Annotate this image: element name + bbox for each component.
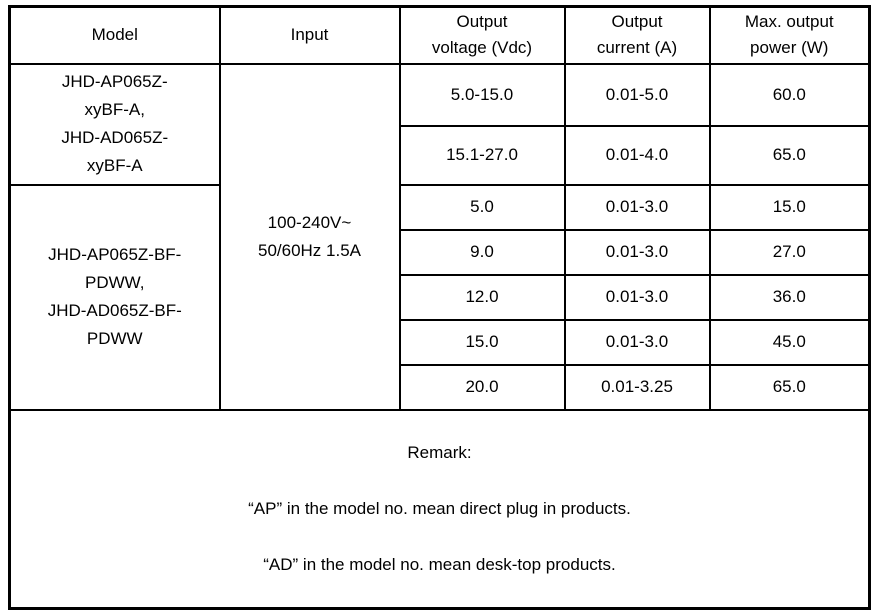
output-voltage-cell: 12.0 xyxy=(398,273,566,321)
input-cell: 100-240V~ 50/60Hz 1.5A xyxy=(218,62,401,411)
remark-line-ap: “AP” in the model no. mean direct plug i… xyxy=(248,498,631,518)
output-voltage-cell: 20.0 xyxy=(398,363,566,411)
model-group-2-cell: JHD-AP065Z-BF- PDWW, JHD-AD065Z-BF- PDWW xyxy=(8,183,221,411)
table-row: JHD-AP065Z- xyBF-A, JHD-AD065Z- xyBF-A 1… xyxy=(8,62,871,411)
remark-label: Remark: xyxy=(407,442,472,462)
col-header-model: Model xyxy=(8,5,221,65)
output-voltage-cell: 9.0 xyxy=(398,228,566,276)
output-current-cell: 0.01-3.0 xyxy=(563,273,711,321)
output-current-cell: 0.01-3.0 xyxy=(563,228,711,276)
output-voltage-cell: 15.1-27.0 xyxy=(398,124,566,186)
output-current-cell: 0.01-3.0 xyxy=(563,183,711,231)
output-voltage-cell: 15.0 xyxy=(398,318,566,366)
max-output-power-cell: 65.0 xyxy=(708,363,871,411)
table-header-row: Model Input Output voltage (Vdc) Output … xyxy=(8,5,871,65)
table-row: 15.1-27.0 0.01-4.0 65.0 xyxy=(10,124,871,186)
max-output-power-cell: 15.0 xyxy=(708,183,871,231)
output-current-cell: 0.01-3.0 xyxy=(563,318,711,366)
table-row: 20.0 0.01-3.25 65.0 xyxy=(10,363,871,411)
table-row: 9.0 0.01-3.0 27.0 xyxy=(10,228,871,276)
max-output-power-cell: 36.0 xyxy=(708,273,871,321)
max-output-power-cell: 65.0 xyxy=(708,124,871,186)
output-current-cell: 0.01-4.0 xyxy=(563,124,711,186)
table-row: 15.0 0.01-3.0 45.0 xyxy=(10,318,871,366)
remark-line-ad: “AD” in the model no. mean desk-top prod… xyxy=(263,554,616,574)
max-output-power-cell: 60.0 xyxy=(708,62,871,127)
col-header-max-output-power: Max. output power (W) xyxy=(708,5,871,65)
table-row: JHD-AP065Z-BF- PDWW, JHD-AD065Z-BF- PDWW… xyxy=(8,183,871,411)
col-header-output-current: Output current (A) xyxy=(563,5,711,65)
max-output-power-cell: 27.0 xyxy=(708,228,871,276)
output-voltage-cell: 5.0-15.0 xyxy=(398,62,566,127)
power-spec-table: Model Input Output voltage (Vdc) Output … xyxy=(8,5,871,610)
table-row: 12.0 0.01-3.0 36.0 xyxy=(10,273,871,321)
output-current-cell: 0.01-5.0 xyxy=(563,62,711,127)
spec-document-page: Model Input Output voltage (Vdc) Output … xyxy=(8,5,871,610)
col-header-input: Input xyxy=(218,5,401,65)
max-output-power-cell: 45.0 xyxy=(708,318,871,366)
output-voltage-cell: 5.0 xyxy=(398,183,566,231)
remark-cell: Remark: “AP” in the model no. mean direc… xyxy=(8,408,871,609)
output-current-cell: 0.01-3.25 xyxy=(563,363,711,411)
model-group-1-cell: JHD-AP065Z- xyBF-A, JHD-AD065Z- xyBF-A xyxy=(8,62,221,186)
remark-row: Remark: “AP” in the model no. mean direc… xyxy=(8,408,871,609)
col-header-output-voltage: Output voltage (Vdc) xyxy=(398,5,566,65)
